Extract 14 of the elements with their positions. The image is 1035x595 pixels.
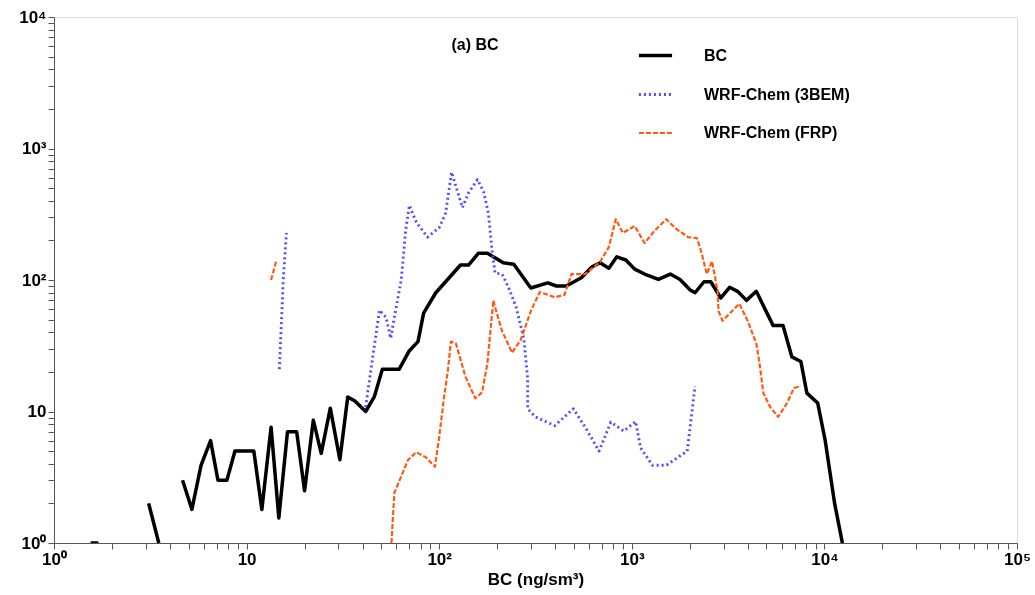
legend-label: WRF-Chem (3BEM) — [704, 85, 850, 103]
x-tick-label: 10³ — [620, 549, 645, 569]
x-tick-label: 10⁴ — [811, 549, 839, 569]
x-axis-title: BC (ng/sm³) — [487, 569, 585, 589]
y-tick-label: 10³ — [21, 139, 47, 158]
y-tick-label: 10⁴ — [19, 7, 47, 27]
annotation: (a) BC — [451, 36, 499, 53]
legend-label: WRF-Chem (FRP) — [704, 124, 838, 141]
x-tick-label: 10 — [237, 549, 257, 569]
x-tick-label: 10⁵ — [1004, 549, 1031, 569]
y-tick-label: 10 — [27, 402, 47, 421]
y-tick-label: 10² — [21, 270, 47, 290]
legend-label: BC — [704, 46, 728, 64]
x-tick-label: 10² — [427, 549, 453, 569]
